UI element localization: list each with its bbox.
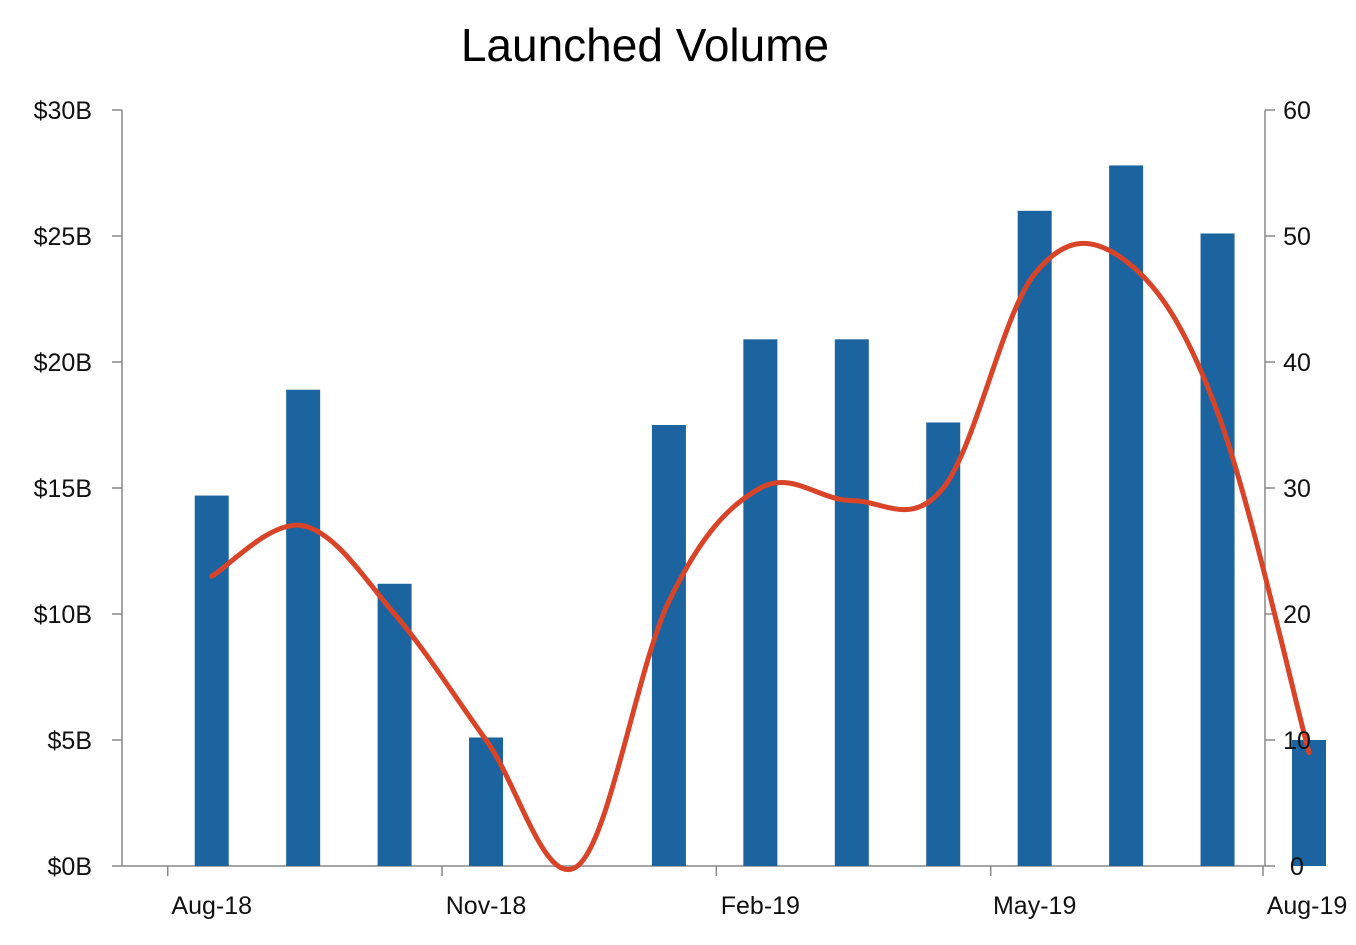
- left-axis-tick-label: $30B: [34, 97, 92, 125]
- right-axis-tick-label: 50: [1283, 223, 1311, 251]
- bar: [194, 495, 229, 866]
- bar: [834, 339, 869, 866]
- right-axis-tick-label: 40: [1283, 349, 1311, 377]
- right-axis-tick-label: 0: [1290, 853, 1304, 881]
- left-axis-tick-label: $15B: [34, 475, 92, 503]
- bar-series: [194, 165, 1326, 867]
- left-axis-tick-label: $5B: [48, 727, 92, 755]
- chart-title: Launched Volume: [460, 19, 830, 71]
- right-axis-tick-label: 10: [1283, 727, 1311, 755]
- right-axis-tick-label: 30: [1283, 475, 1311, 503]
- x-axis-tick-label: Feb-19: [721, 892, 800, 920]
- bar: [286, 389, 321, 866]
- bar: [651, 425, 686, 866]
- left-axis-tick-label: $10B: [34, 601, 92, 629]
- x-axis-tick-label: Nov-18: [446, 892, 527, 920]
- right-axis-tick-label: 60: [1283, 97, 1311, 125]
- line-series: [209, 240, 1312, 872]
- x-axis-tick-label: May-19: [993, 892, 1076, 920]
- left-axis-tick-label: $25B: [34, 223, 92, 251]
- tick-labels: $0B $5B $10B $15B $20B $25B $30B 0 10 20 30 40 50 60 A…: [34, 97, 1348, 920]
- x-axis-tick-label: Aug-19: [1267, 892, 1348, 920]
- left-axis-tick-label: $20B: [34, 349, 92, 377]
- bar: [1200, 233, 1235, 867]
- left-axis-tick-label: $0B: [48, 853, 92, 881]
- x-axis-tick-label: Aug-18: [171, 892, 252, 920]
- bar: [1017, 210, 1052, 867]
- bar: [1109, 165, 1144, 866]
- bar: [743, 339, 778, 866]
- bar: [1292, 740, 1326, 866]
- right-axis-tick-label: 20: [1283, 601, 1311, 629]
- series-line: [209, 240, 1312, 872]
